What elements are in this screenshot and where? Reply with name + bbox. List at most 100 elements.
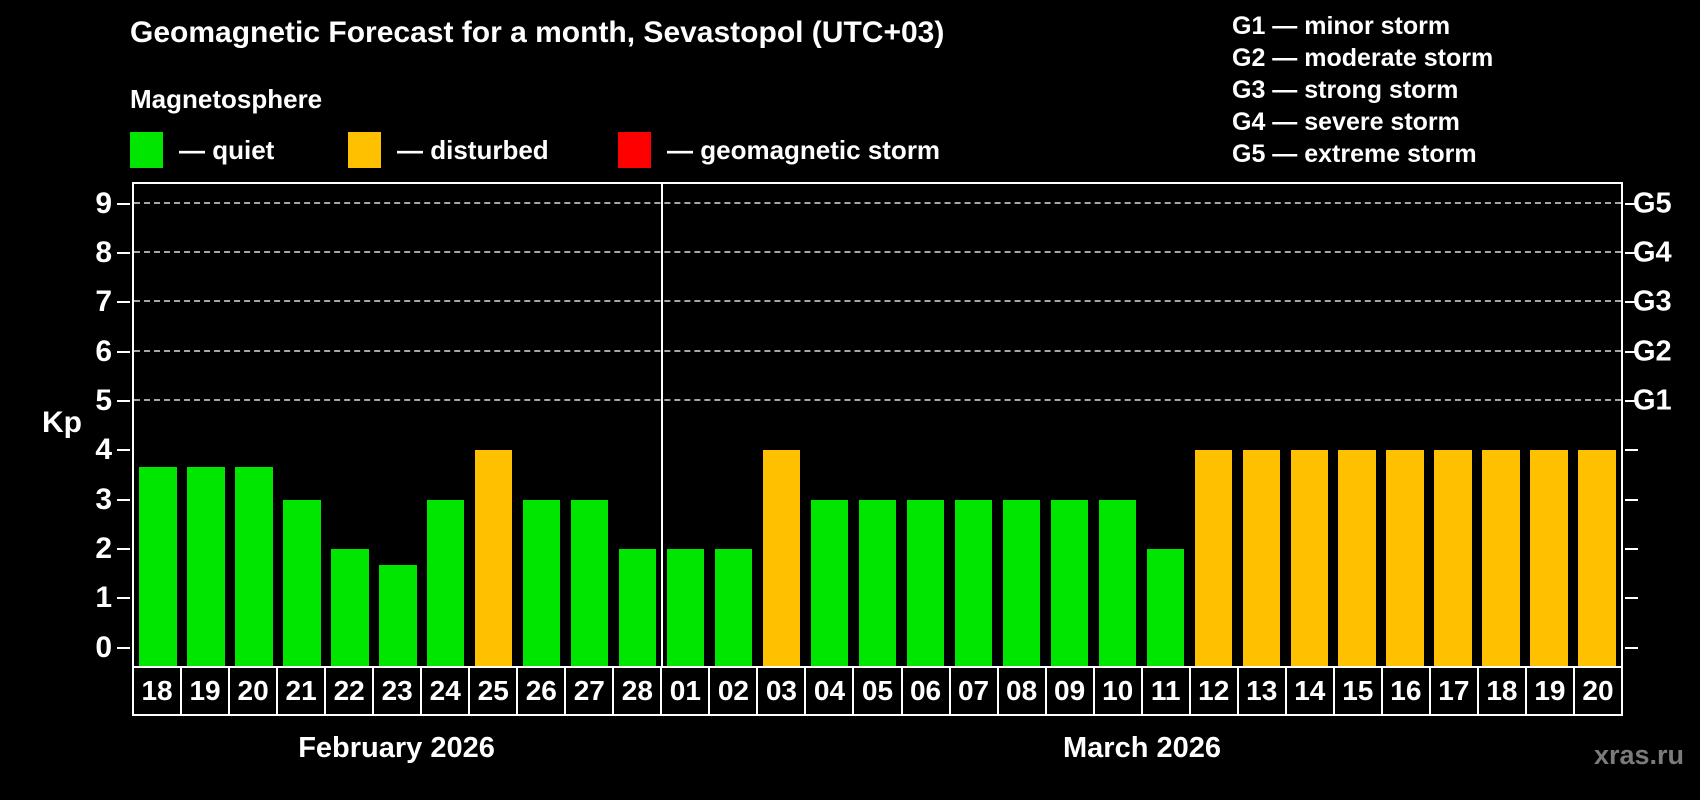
left-tick-kp8 [117,252,130,255]
left-tick-kp7 [117,301,130,304]
kp-bar-day-18 [1482,450,1520,666]
kp-bar-day-19 [1530,450,1568,666]
month-separator-line [660,184,663,666]
date-cell-15: 15 [1332,666,1383,716]
gridline-kp9 [134,201,1621,204]
legend-item-storm: — geomagnetic storm [618,131,940,169]
date-cell-06: 06 [900,666,951,716]
kp-bar-day-11 [1146,549,1184,666]
kp-bar-day-23 [379,565,417,666]
date-cell-13: 13 [1236,666,1287,716]
gridline-kp5 [134,399,1621,402]
legend-swatch-storm [618,132,651,168]
right-tick-kp2 [1625,548,1638,551]
date-cell-26: 26 [516,666,567,716]
right-axis-label-g3: G3 [1633,285,1672,318]
right-tick-kp5 [1625,400,1638,403]
date-cell-01: 01 [660,666,711,716]
date-cell-18: 18 [132,666,183,716]
right-axis-label-g5: G5 [1633,187,1672,220]
kp-bar-day-21 [283,499,321,666]
gridline-kp7 [134,300,1621,303]
date-cell-11: 11 [1140,666,1191,716]
left-tick-kp5 [117,400,130,403]
kp-bar-day-07 [954,499,993,666]
kp-bar-day-20 [235,466,273,666]
kp-bar-day-12 [1194,450,1232,666]
kp-bar-day-28 [618,549,657,666]
y-axis-tick-label-0: 0 [95,630,112,664]
y-axis-tick-label-8: 8 [95,236,112,270]
kp-bar-day-06 [906,499,945,666]
legend-label-disturbed: — disturbed [397,134,549,165]
kp-bar-day-15 [1338,450,1376,666]
y-axis-tick-label-1: 1 [95,581,112,615]
left-tick-kp0 [117,646,130,649]
date-cell-20: 20 [228,666,279,716]
gridline-kp8 [134,251,1621,254]
chart-plot-area: 0 1 2 3 4 5 6 7 8 9 G1 G2 G3 G4 G5 [95,182,1672,668]
legend-item-quiet: — quiet [130,131,274,169]
right-axis-label-g2: G2 [1633,335,1672,368]
date-cell-16: 16 [1380,666,1431,716]
g-scale-legend-line: G2 — moderate storm [1232,44,1494,72]
legend-swatch-disturbed [348,132,381,168]
date-cell-02: 02 [708,666,759,716]
y-axis-tick-label-3: 3 [95,482,112,516]
kp-bar-day-09 [1050,499,1089,666]
date-cell-22: 22 [324,666,375,716]
right-tick-kp4 [1625,449,1638,452]
right-tick-kp8 [1625,252,1638,255]
kp-bar-day-14 [1290,450,1328,666]
magnetosphere-label: Magnetosphere [130,84,323,114]
left-tick-kp4 [117,449,130,452]
g-scale-legend: G1 — minor storm G2 — moderate storm G3 — … [1232,10,1493,170]
kp-bar-day-22 [331,549,369,666]
left-tick-kp6 [117,350,130,353]
kp-bar-day-04 [810,499,849,666]
g-scale-legend-line: G1 — minor storm [1232,12,1451,40]
y-axis-tick-label-2: 2 [95,532,112,566]
legend-label-quiet: — quiet [179,134,275,165]
right-tick-kp9 [1625,202,1638,205]
date-cell-05: 05 [852,666,903,716]
kp-bar-day-26 [523,499,561,666]
month-label-0: February 2026 [298,732,495,764]
kp-bar-day-18 [139,466,177,666]
date-cell-19: 19 [1524,666,1575,716]
right-tick-kp7 [1625,301,1638,304]
kp-bar-day-16 [1386,450,1424,666]
right-tick-kp3 [1625,498,1638,501]
status-legend: — quiet — disturbed — geomagnetic storm [0,131,1700,171]
g-scale-legend-line: G5 — extreme storm [1232,140,1477,168]
legend-label-storm: — geomagnetic storm [667,134,941,165]
date-cell-20: 20 [1572,666,1623,716]
date-cell-03: 03 [756,666,807,716]
date-cell-12: 12 [1188,666,1239,716]
right-tick-kp1 [1625,597,1638,600]
date-cell-18: 18 [1476,666,1527,716]
kp-bar-day-10 [1098,499,1137,666]
kp-bar-day-13 [1242,450,1280,666]
x-axis-date-row: 18 19 20 21 22 23 24 25 26 27 28 01 02 03 04 05 06 07 08 09… [132,666,1623,716]
kp-bar-day-19 [187,466,225,666]
kp-bar-day-17 [1434,450,1472,666]
date-cell-08: 08 [996,666,1047,716]
kp-bar-day-20 [1578,450,1616,666]
kp-bar-day-25 [475,450,513,666]
kp-bar-day-08 [1002,499,1041,666]
date-cell-09: 09 [1044,666,1095,716]
y-axis-tick-label-7: 7 [95,285,112,319]
kp-bar-day-24 [427,499,465,666]
left-tick-kp2 [117,548,130,551]
g-scale-legend-line: G3 — strong storm [1232,76,1459,104]
right-tick-kp6 [1625,350,1638,353]
date-cell-24: 24 [420,666,471,716]
g-scale-legend-line: G4 — severe storm [1232,108,1460,136]
left-tick-kp1 [117,597,130,600]
gridline-kp6 [134,349,1621,352]
kp-bar-day-02 [714,549,753,666]
y-axis-tick-label-6: 6 [95,334,112,368]
right-tick-kp0 [1625,646,1638,649]
date-cell-19: 19 [180,666,231,716]
